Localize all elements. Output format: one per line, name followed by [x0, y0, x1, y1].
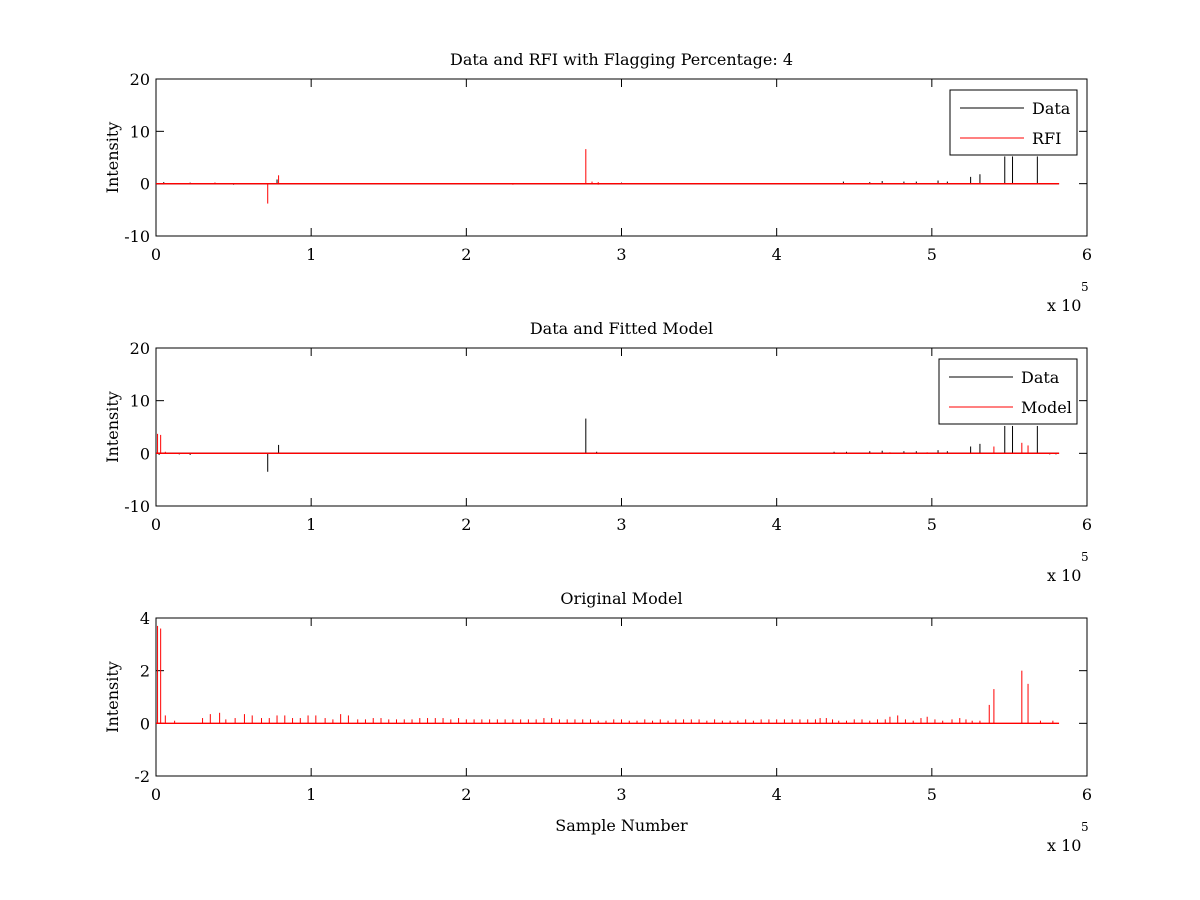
x-multiplier-exponent: 5: [1081, 550, 1089, 564]
legend-label-data: Data: [1021, 368, 1060, 387]
legend-box: [938, 358, 1078, 425]
y-tick-label: -10: [124, 497, 150, 516]
x-tick-label: 4: [772, 515, 782, 534]
legend-box: [949, 89, 1078, 156]
y-axis-label: Intensity: [103, 391, 122, 463]
plot-area: [155, 347, 1088, 507]
chart-title: Data and Fitted Model: [530, 319, 713, 338]
y-tick-label: 0: [140, 714, 150, 733]
legend-label-data: Data: [1032, 99, 1071, 118]
y-tick-label: 20: [130, 339, 150, 358]
x-tick-label: 1: [306, 785, 316, 804]
x-tick-label: 5: [927, 515, 937, 534]
series-original-model: [156, 625, 1060, 725]
series-group: [156, 418, 1060, 472]
series-model: [156, 433, 1060, 455]
x-multiplier-label: x 10: [1047, 836, 1081, 855]
y-tick-label: 0: [140, 175, 150, 194]
y-axis-label: Intensity: [103, 122, 122, 194]
plot-area: [155, 78, 1088, 237]
x-tick-label: 6: [1082, 245, 1092, 264]
x-tick-label: 5: [927, 785, 937, 804]
x-multiplier-exponent: 5: [1081, 280, 1089, 294]
chart-title: Data and RFI with Flagging Percentage: 4: [450, 50, 793, 69]
y-tick-label: -10: [124, 227, 150, 246]
x-multiplier-exponent: 5: [1081, 820, 1089, 834]
x-tick-label: 2: [461, 515, 471, 534]
y-axis-label: Intensity: [103, 661, 122, 733]
y-tick-label: -2: [134, 767, 150, 786]
x-tick-label: 0: [151, 785, 161, 804]
x-tick-label: 3: [616, 245, 626, 264]
y-tick-label: 10: [130, 392, 150, 411]
x-tick-label: 0: [151, 245, 161, 264]
legend-label-model: Model: [1021, 398, 1072, 417]
x-tick-label: 1: [306, 245, 316, 264]
x-tick-label: 6: [1082, 515, 1092, 534]
series-group: [156, 149, 1060, 204]
x-tick-label: 6: [1082, 785, 1092, 804]
x-tick-label: 2: [461, 245, 471, 264]
x-tick-label: 4: [772, 785, 782, 804]
plot-area: [155, 617, 1088, 777]
chart-panel-1: Data and RFI with Flagging Percentage: 4…: [103, 50, 1092, 315]
x-multiplier-label: x 10: [1047, 566, 1081, 585]
x-tick-label: 3: [616, 515, 626, 534]
x-tick-label: 3: [616, 785, 626, 804]
y-tick-label: 0: [140, 444, 150, 463]
x-tick-label: 5: [927, 245, 937, 264]
chart-title: Original Model: [560, 589, 682, 608]
x-axis-label: Sample Number: [555, 816, 688, 835]
legend: Data RFI: [949, 89, 1078, 156]
y-tick-label: 20: [130, 70, 150, 89]
series-group: [156, 625, 1060, 725]
legend-label-rfi: RFI: [1032, 129, 1061, 148]
y-tick-label: 2: [140, 662, 150, 681]
series-rfi: [156, 149, 1060, 204]
x-multiplier-label: x 10: [1047, 296, 1081, 315]
y-tick-label: 4: [140, 609, 150, 628]
x-tick-label: 2: [461, 785, 471, 804]
figure-panels: Data and RFI with Flagging Percentage: 4…: [103, 50, 1092, 855]
legend: Data Model: [938, 358, 1078, 425]
y-tick-label: 10: [130, 122, 150, 141]
x-tick-label: 4: [772, 245, 782, 264]
x-tick-label: 0: [151, 515, 161, 534]
x-tick-label: 1: [306, 515, 316, 534]
